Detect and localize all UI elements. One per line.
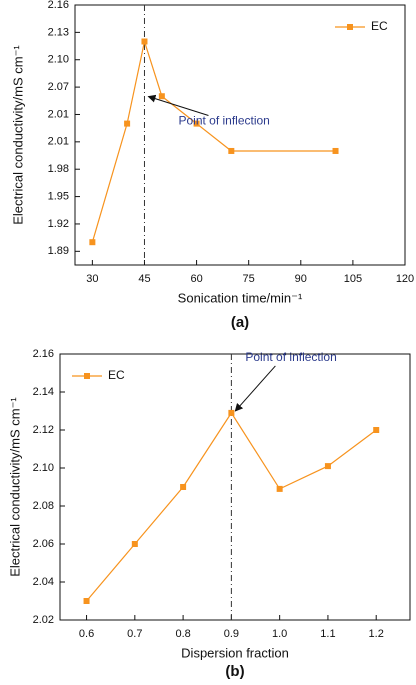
- y-tick-label: 1.95: [48, 190, 69, 202]
- y-tick-label: 2.01: [48, 108, 69, 120]
- annotation: Point of inflection: [245, 350, 336, 364]
- data-point: [332, 147, 339, 154]
- y-tick-label: 1.98: [48, 163, 69, 175]
- legend-label: EC: [371, 19, 388, 33]
- data-point: [193, 120, 200, 127]
- data-point: [180, 484, 187, 490]
- x-tick-label: 30: [86, 273, 98, 285]
- y-tick-label: 2.04: [33, 576, 54, 588]
- data-point: [276, 485, 283, 492]
- y-axis-label: Electrical conductivity/mS cm⁻¹: [10, 45, 25, 225]
- y-tick-label: 2.01: [48, 136, 69, 148]
- y-tick-label: 2.16: [33, 348, 54, 360]
- x-tick-label: 120: [396, 273, 414, 285]
- x-tick-label: 75: [243, 273, 255, 285]
- y-tick-label: 2.16: [48, 0, 69, 11]
- x-tick-label: 60: [190, 273, 202, 285]
- data-point: [158, 93, 165, 100]
- caption: (a): [231, 314, 249, 331]
- x-tick-label: 1.1: [320, 628, 335, 640]
- x-axis-label: Sonication time/min⁻¹: [178, 290, 303, 305]
- data-point: [373, 427, 380, 433]
- x-tick-label: 90: [295, 273, 307, 285]
- y-tick-label: 1.89: [48, 245, 69, 257]
- data-point: [228, 409, 235, 416]
- x-tick-label: 0.7: [127, 628, 142, 640]
- y-axis-label: Electrical conductivity/mS cm⁻¹: [7, 397, 22, 577]
- x-tick-label: 1.2: [369, 628, 384, 640]
- annotation: Point of inflection: [178, 114, 269, 128]
- y-tick-label: 2.07: [48, 81, 69, 93]
- plot-frame: [74, 4, 406, 266]
- y-tick-label: 1.92: [48, 218, 69, 230]
- caption: (b): [225, 663, 244, 680]
- x-tick-label: 0.9: [224, 628, 239, 640]
- series-line: [91, 39, 336, 243]
- x-tick-label: 105: [344, 273, 362, 285]
- y-tick-label: 2.10: [48, 54, 69, 66]
- legend-marker: [347, 24, 353, 30]
- legend-marker: [84, 373, 90, 379]
- legend-label: EC: [108, 368, 125, 382]
- annotation-arrow: [147, 94, 209, 116]
- data-point: [141, 38, 148, 45]
- y-tick-label: 2.08: [33, 500, 54, 512]
- data-point: [228, 147, 235, 154]
- x-tick-label: 45: [138, 273, 150, 285]
- data-point: [324, 463, 331, 470]
- y-tick-label: 2.14: [33, 386, 54, 398]
- data-point: [124, 120, 131, 127]
- y-tick-label: 2.12: [33, 424, 54, 436]
- data-point: [83, 598, 90, 604]
- x-tick-label: 0.8: [175, 628, 190, 640]
- data-point: [131, 541, 138, 547]
- x-tick-label: 1.0: [272, 628, 287, 640]
- data-point: [89, 239, 96, 246]
- y-tick-label: 2.02: [33, 614, 54, 626]
- plot-frame: [59, 353, 411, 621]
- y-tick-label: 2.13: [48, 26, 69, 38]
- annotation-arrow: [234, 365, 276, 412]
- x-axis-label: Dispersion fraction: [181, 645, 289, 660]
- y-tick-label: 2.10: [33, 462, 54, 474]
- y-tick-label: 2.06: [33, 538, 54, 550]
- x-tick-label: 0.6: [79, 628, 94, 640]
